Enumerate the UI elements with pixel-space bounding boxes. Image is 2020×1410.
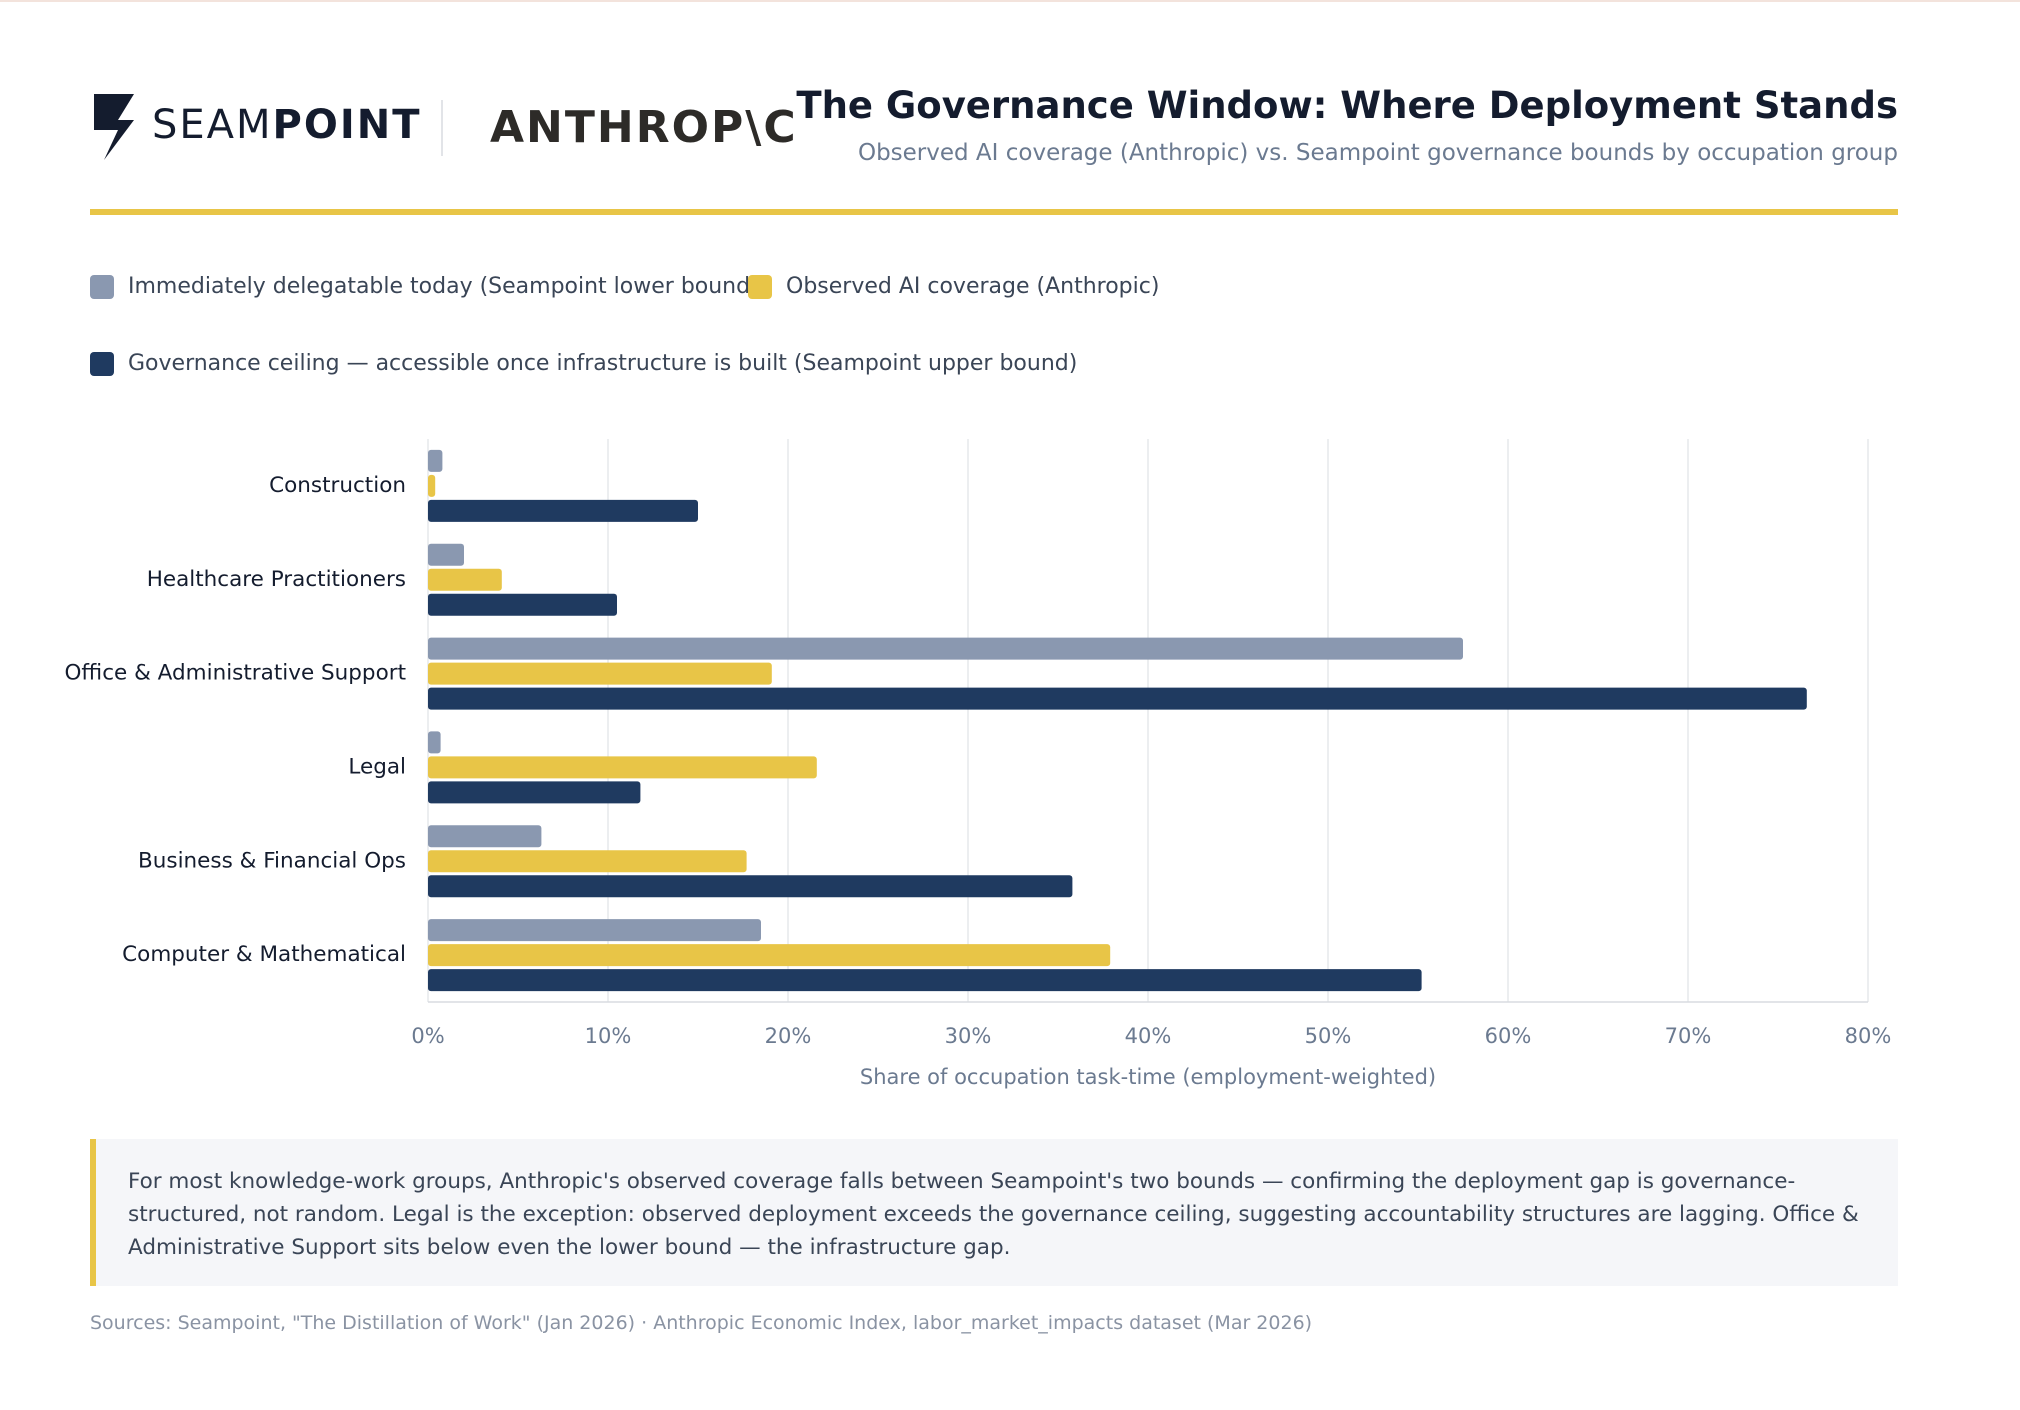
sources: Sources: Seampoint, "The Distillation of… (90, 1312, 1313, 1334)
logo: SEAMPOINT (152, 102, 422, 148)
x-tick-label: 20% (765, 1024, 812, 1048)
x-tick-label: 50% (1305, 1024, 1352, 1048)
x-axis-title: Share of occupation task-time (employmen… (860, 1065, 1436, 1089)
subtitle: Observed AI coverage (Anthropic) vs. Sea… (857, 140, 1898, 166)
bar (428, 875, 1073, 898)
legend-label: Governance ceiling — accessible once inf… (128, 351, 1077, 376)
chart: Immediately delegatable today (Seampoint… (64, 274, 1892, 1089)
bar (428, 543, 464, 566)
x-tick-label: 80% (1845, 1024, 1892, 1048)
x-tick-label: 40% (1125, 1024, 1172, 1048)
y-tick-label: Business & Financial Ops (138, 848, 406, 873)
x-tick-label: 10% (585, 1024, 632, 1048)
bar (428, 825, 542, 848)
legend-swatch (90, 275, 114, 299)
bar (428, 756, 817, 779)
legend-label: Observed AI coverage (Anthropic) (786, 274, 1159, 299)
bar (428, 637, 1463, 660)
y-tick-label: Computer & Mathematical (122, 942, 406, 967)
bar (428, 499, 698, 522)
bar (428, 919, 761, 942)
header-rule (90, 209, 1898, 215)
bar (428, 593, 617, 616)
partner-logo: ANTHROP\C (490, 102, 798, 153)
x-tick-label: 30% (945, 1024, 992, 1048)
bar (428, 662, 772, 685)
note: For most knowledge-work groups, Anthropi… (90, 1139, 1898, 1286)
logo-light: SEAM (152, 102, 273, 148)
divider (441, 100, 443, 156)
x-tick-label: 70% (1665, 1024, 1712, 1048)
y-tick-label: Healthcare Practitioners (147, 567, 406, 592)
x-tick-label: 0% (411, 1024, 444, 1048)
bar (428, 568, 502, 591)
x-tick-label: 60% (1485, 1024, 1532, 1048)
bar (428, 449, 443, 472)
bar (428, 731, 441, 754)
y-tick-label: Construction (269, 473, 406, 498)
bar (428, 687, 1807, 710)
bar (428, 474, 436, 497)
legend-swatch (90, 352, 114, 376)
bar (428, 944, 1111, 967)
logo-mark (94, 94, 134, 160)
bar (428, 781, 641, 804)
legend-swatch (748, 275, 772, 299)
logo-bold: POINT (272, 102, 422, 148)
bar (428, 850, 747, 873)
title: The Governance Window: Where Deployment … (796, 84, 1898, 127)
y-tick-label: Office & Administrative Support (64, 661, 406, 686)
bar (428, 969, 1422, 992)
legend-label: Immediately delegatable today (Seampoint… (128, 274, 759, 299)
y-tick-label: Legal (348, 754, 406, 779)
